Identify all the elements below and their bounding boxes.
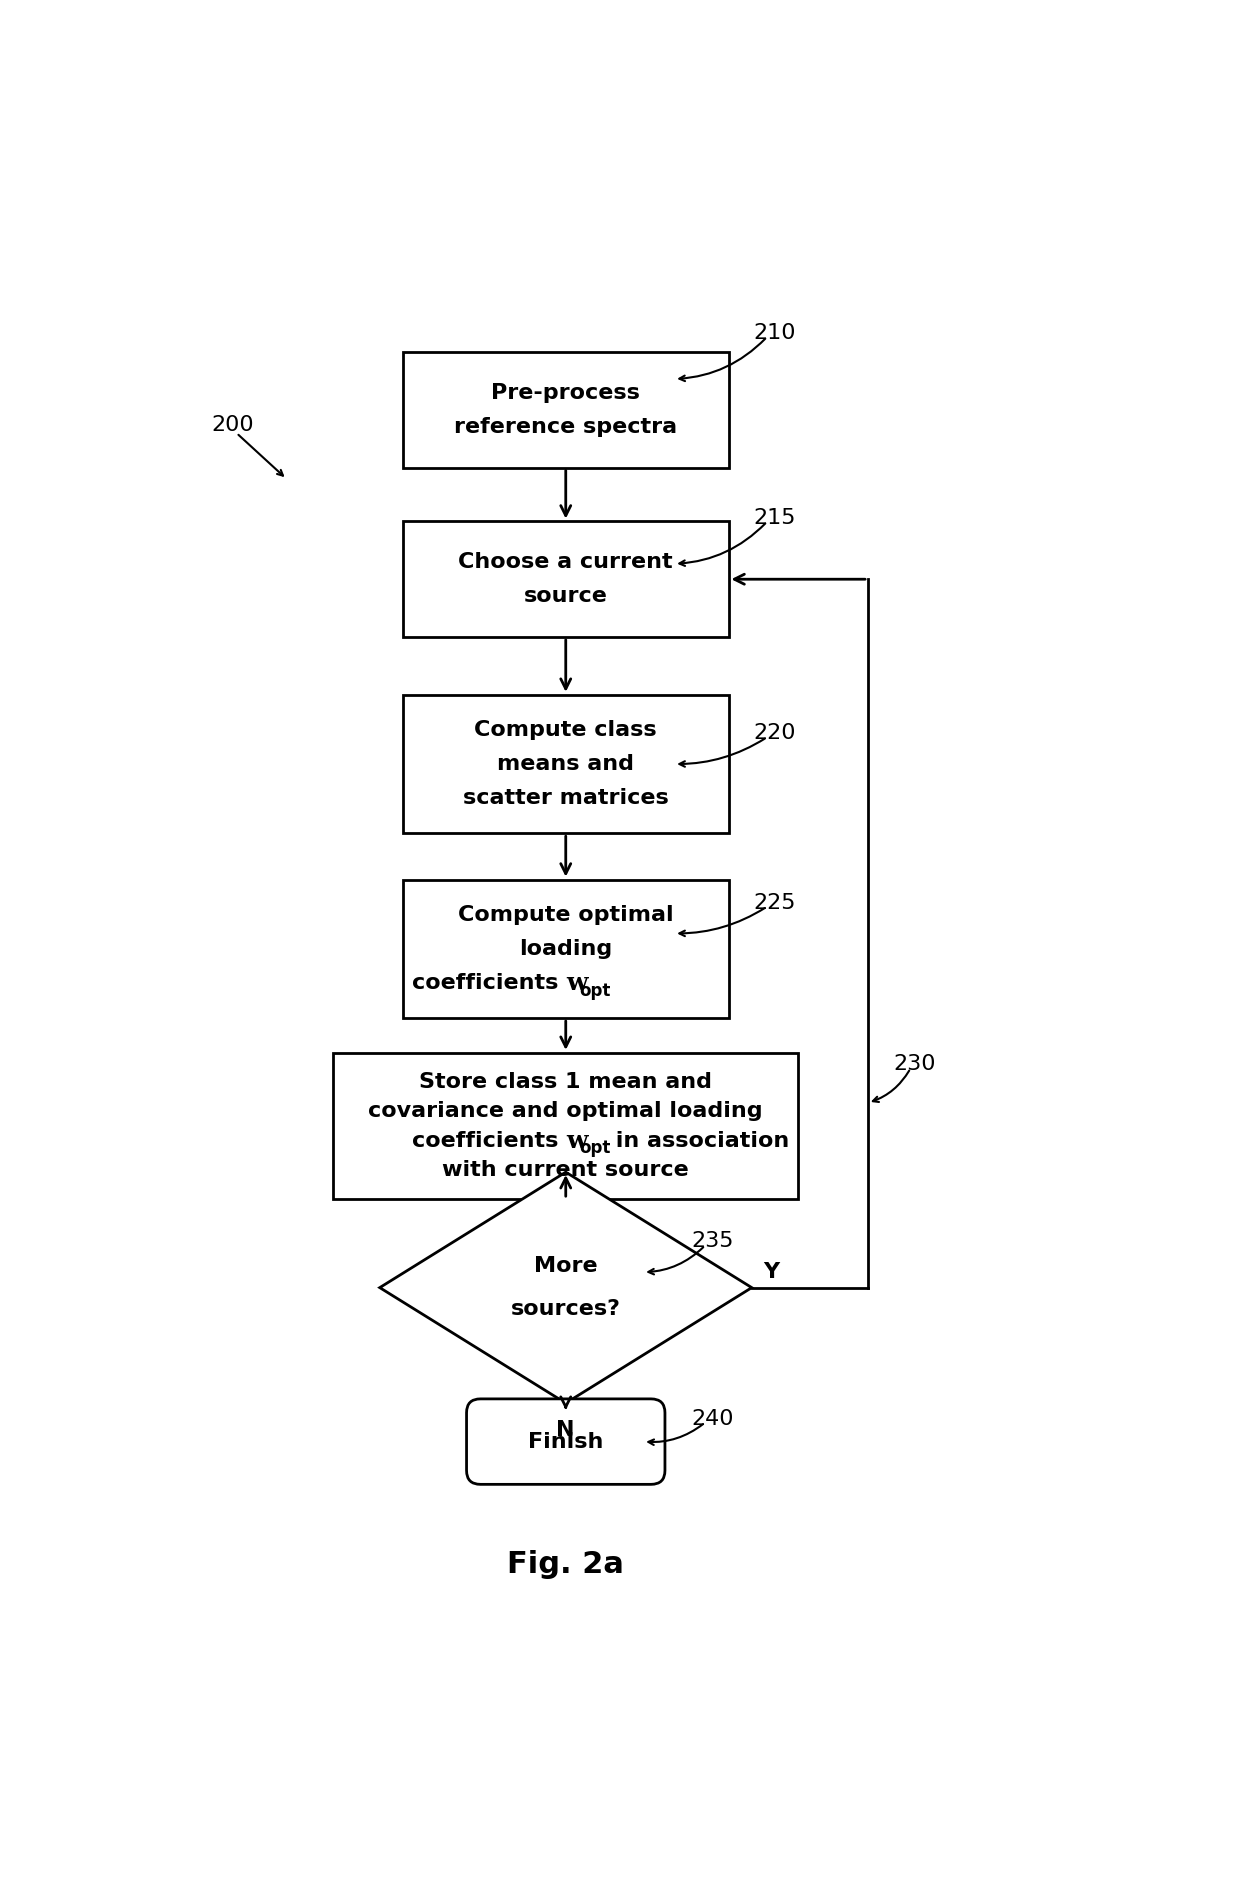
Text: reference spectra: reference spectra: [454, 417, 677, 436]
Text: Store class 1 mean and: Store class 1 mean and: [419, 1072, 712, 1091]
Text: Compute optimal: Compute optimal: [458, 904, 673, 925]
Text: 230: 230: [893, 1054, 936, 1074]
Text: Y: Y: [764, 1263, 780, 1282]
Text: 220: 220: [754, 723, 796, 744]
Text: opt: opt: [580, 982, 611, 1001]
Text: w: w: [565, 970, 588, 995]
Text: Choose a current: Choose a current: [459, 553, 673, 572]
FancyBboxPatch shape: [403, 880, 729, 1018]
Text: More: More: [534, 1256, 598, 1276]
Text: source: source: [523, 585, 608, 606]
Text: opt: opt: [580, 1138, 611, 1157]
FancyBboxPatch shape: [403, 695, 729, 833]
Text: sources?: sources?: [511, 1299, 621, 1320]
Text: coefficients: coefficients: [412, 972, 565, 993]
Text: 240: 240: [692, 1408, 734, 1429]
Text: Pre-process: Pre-process: [491, 383, 640, 402]
Text: loading: loading: [520, 938, 613, 959]
Polygon shape: [379, 1172, 751, 1403]
Text: 225: 225: [754, 893, 796, 912]
Text: Finish: Finish: [528, 1431, 604, 1452]
Text: means and: means and: [497, 753, 634, 774]
Text: 235: 235: [692, 1231, 734, 1252]
Text: w: w: [565, 1129, 588, 1152]
Text: 200: 200: [211, 415, 254, 436]
Text: in association: in association: [609, 1131, 790, 1150]
FancyBboxPatch shape: [403, 521, 729, 636]
Text: coefficients: coefficients: [412, 1131, 565, 1150]
Text: with current source: with current source: [443, 1159, 689, 1180]
Text: Fig. 2a: Fig. 2a: [507, 1550, 624, 1580]
Text: 215: 215: [754, 508, 796, 527]
Text: covariance and optimal loading: covariance and optimal loading: [368, 1101, 763, 1121]
FancyBboxPatch shape: [334, 1054, 799, 1199]
Text: N: N: [557, 1420, 575, 1441]
Text: Compute class: Compute class: [475, 719, 657, 740]
FancyBboxPatch shape: [466, 1399, 665, 1484]
Text: 210: 210: [754, 323, 796, 344]
FancyBboxPatch shape: [403, 351, 729, 468]
Text: scatter matrices: scatter matrices: [463, 787, 668, 808]
